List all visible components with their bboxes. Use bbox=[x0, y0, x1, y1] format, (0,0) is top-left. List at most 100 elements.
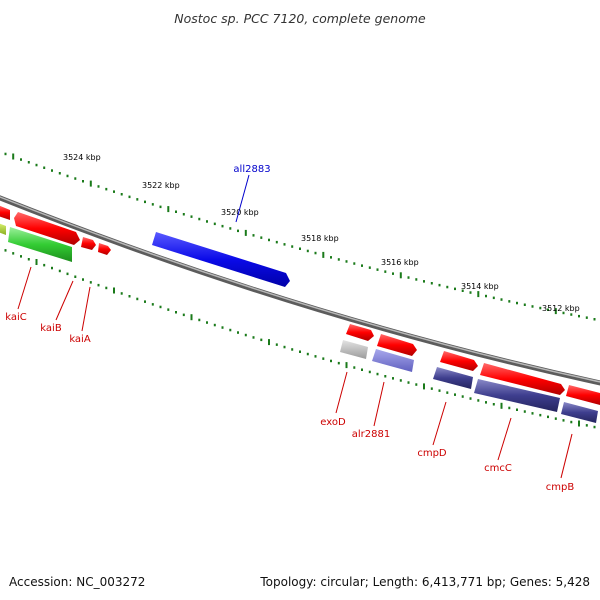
ruler-tick bbox=[361, 264, 363, 267]
gene-label-all2883[interactable]: all2883 bbox=[233, 164, 270, 175]
lower-tick bbox=[221, 326, 224, 329]
gene-label-cmpD[interactable]: cmpD bbox=[417, 448, 447, 459]
ruler-tick bbox=[190, 215, 193, 218]
genome-backbone-highlight bbox=[0, 196, 600, 383]
gene-feature-exoD-top[interactable] bbox=[346, 324, 374, 341]
lower-tick bbox=[97, 283, 100, 287]
leader-cmpB bbox=[560, 433, 573, 479]
ruler-tick bbox=[500, 298, 503, 301]
lower-tick bbox=[539, 413, 542, 417]
gene-feature-all2883[interactable] bbox=[152, 232, 290, 287]
ruler-tick bbox=[237, 229, 239, 233]
ruler-tick bbox=[454, 287, 456, 291]
ruler-tick bbox=[151, 203, 154, 206]
genome-backbone bbox=[0, 195, 600, 386]
ruler-tick bbox=[368, 266, 371, 269]
lower-tick bbox=[89, 281, 92, 284]
gene-feature-kaiA-top[interactable] bbox=[98, 243, 111, 255]
ruler-tick bbox=[423, 280, 425, 283]
lower-tick bbox=[229, 328, 232, 332]
gene-feature-alr2881-lav[interactable] bbox=[372, 349, 414, 372]
ruler-tick bbox=[66, 174, 69, 178]
ruler-tick bbox=[469, 291, 472, 294]
lower-tick bbox=[345, 362, 348, 369]
ruler-tick bbox=[585, 316, 588, 319]
lower-tick bbox=[361, 368, 363, 371]
ruler-tick bbox=[97, 185, 100, 188]
ruler-label-3522: 3522 kbp bbox=[142, 181, 180, 190]
ruler-tick bbox=[508, 300, 511, 303]
gene-feature-cmpD-navy[interactable] bbox=[433, 367, 473, 389]
ruler-label-3514: 3514 kbp bbox=[461, 282, 499, 291]
ruler-tick bbox=[105, 187, 108, 191]
gene-features bbox=[0, 205, 600, 423]
gene-feature-kaiC-green[interactable] bbox=[8, 227, 72, 262]
lower-tick bbox=[330, 359, 332, 363]
lower-tick bbox=[337, 361, 340, 365]
leader-kaiA bbox=[81, 286, 91, 332]
lower-tick bbox=[291, 348, 294, 351]
lower-tick bbox=[12, 252, 15, 255]
lower-tick bbox=[578, 420, 580, 427]
ruler-tick bbox=[516, 301, 518, 305]
ruler-tick bbox=[167, 206, 170, 213]
lower-tick bbox=[159, 305, 162, 309]
ruler-tick bbox=[198, 217, 201, 221]
gene-feature-alr2881-top[interactable] bbox=[377, 334, 417, 356]
lower-tick bbox=[516, 408, 518, 411]
gene-feature-kaiB-top[interactable] bbox=[81, 237, 96, 250]
gene-label-kaiC[interactable]: kaiC bbox=[5, 312, 27, 323]
lower-tick bbox=[136, 297, 139, 301]
ruler-labels: 3524 kbp 3522 kbp 3520 kbp 3518 kbp 3516… bbox=[63, 153, 580, 313]
gene-label-cmcC[interactable]: cmcC bbox=[484, 463, 512, 474]
lower-tick bbox=[322, 357, 325, 360]
ruler-label-3524: 3524 kbp bbox=[63, 153, 101, 162]
gene-feature-kaiC-top[interactable] bbox=[14, 212, 80, 245]
gene-feature-cmcC-top[interactable] bbox=[480, 363, 565, 395]
gene-feature-cmcC-navy[interactable] bbox=[474, 379, 560, 412]
ruler-tick bbox=[306, 249, 309, 253]
ruler-tick bbox=[322, 251, 325, 258]
leader-all2883 bbox=[235, 174, 250, 223]
gene-feature-cmpB-top[interactable] bbox=[566, 385, 600, 405]
ruler-tick bbox=[547, 308, 549, 311]
ruler-tick bbox=[43, 166, 46, 169]
leader-alr2881 bbox=[373, 381, 385, 427]
ruler-tick bbox=[244, 229, 247, 236]
gene-feature-exoD-grey[interactable] bbox=[340, 340, 368, 359]
ruler-tick bbox=[252, 234, 255, 237]
ruler-tick bbox=[399, 272, 402, 279]
lower-tick bbox=[423, 383, 425, 390]
ruler-tick bbox=[128, 195, 131, 199]
leader-cmpD bbox=[432, 401, 447, 446]
gene-label-kaiB[interactable]: kaiB bbox=[40, 323, 62, 334]
lower-tick bbox=[477, 399, 480, 402]
ruler-tick bbox=[12, 153, 15, 160]
gene-feature-lime[interactable] bbox=[0, 223, 6, 235]
ruler-tick bbox=[330, 256, 332, 259]
gene-feature-left-edge[interactable] bbox=[0, 205, 10, 220]
ruler-tick bbox=[182, 213, 185, 216]
ruler-tick bbox=[4, 152, 7, 156]
gene-label-alr2881[interactable]: alr2881 bbox=[352, 429, 390, 440]
lower-tick bbox=[82, 278, 84, 281]
gene-label-kaiA[interactable]: kaiA bbox=[69, 334, 91, 345]
ruler-tick bbox=[539, 306, 542, 310]
lower-tick bbox=[58, 269, 61, 273]
ruler-tick bbox=[159, 205, 162, 209]
gene-feature-cmpB-navy[interactable] bbox=[561, 402, 598, 423]
gene-feature-cmpD-top[interactable] bbox=[440, 351, 478, 371]
gene-label-exoD[interactable]: exoD bbox=[320, 417, 346, 428]
lower-tick bbox=[190, 314, 193, 321]
ruler-label-3520: 3520 kbp bbox=[221, 208, 259, 217]
lower-tick bbox=[415, 383, 418, 386]
lower-tick bbox=[547, 415, 549, 419]
ruler-tick bbox=[438, 283, 441, 287]
ruler-tick bbox=[407, 276, 410, 279]
lower-tick bbox=[128, 295, 131, 298]
ruler-tick bbox=[291, 245, 294, 248]
gene-label-cmpB[interactable]: cmpB bbox=[546, 482, 575, 493]
lower-tick bbox=[175, 311, 177, 314]
lower-tick bbox=[43, 263, 46, 267]
